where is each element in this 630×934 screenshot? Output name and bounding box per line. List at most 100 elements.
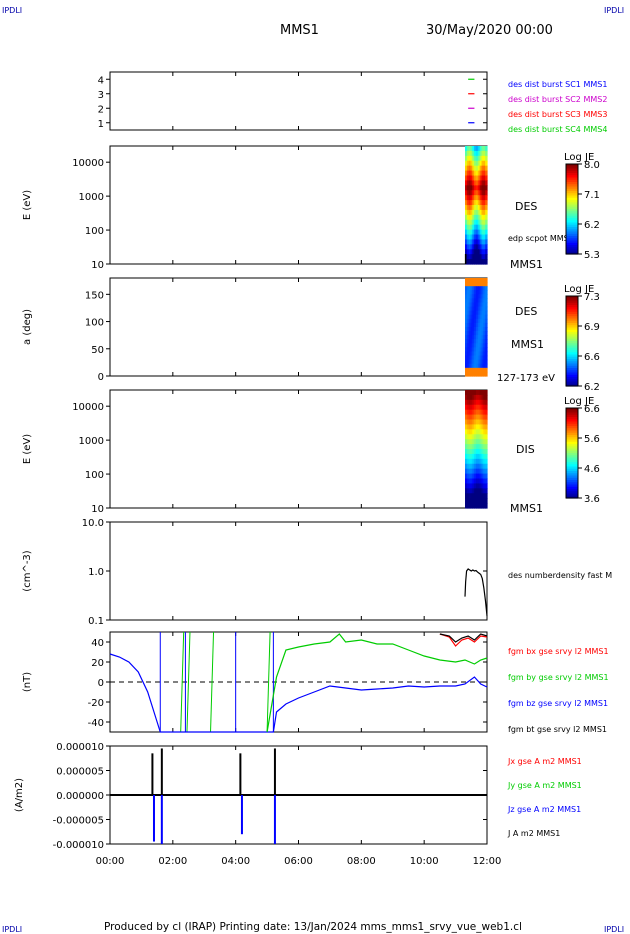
- des-pitch-colorbar-cell: [566, 329, 578, 333]
- des-pitch-colorbar-cell: [566, 352, 578, 356]
- des-pitch-colorbar-cell: [566, 307, 578, 311]
- des-energy-pixel: [481, 170, 484, 177]
- dis-energy-colorbar-cell: [566, 435, 578, 438]
- des-energy-pixel: [470, 155, 473, 162]
- dis-energy-pixel: [485, 390, 488, 396]
- dis-energy-pixel: [472, 503, 475, 509]
- des-energy-pixel: [483, 244, 486, 250]
- des-energy-pixel: [466, 180, 470, 186]
- des-pitch-pixel: [483, 278, 486, 283]
- des-pitch-pixel: [485, 327, 488, 332]
- des-pitch-pixel: [474, 355, 477, 361]
- dis-energy-colorbar-cell: [566, 444, 578, 447]
- des-pitch-pixel: [479, 327, 483, 332]
- des-energy-pixel: [468, 170, 472, 177]
- des-pitch-pixel: [465, 343, 468, 349]
- des-energy-pixel: [474, 155, 477, 162]
- des-energy-colorbar-title: Log JE: [564, 152, 594, 163]
- des-energy-pixel: [476, 175, 479, 182]
- des-energy-pixel: [470, 254, 473, 260]
- des-energy-pixel: [472, 224, 475, 231]
- des-pitch-pixel: [466, 367, 470, 373]
- des-pitch-pixel: [466, 322, 470, 328]
- des-pitch-pixel: [468, 302, 472, 308]
- des-energy-pixel: [465, 190, 468, 196]
- des-pitch-colorbar-cell: [566, 323, 578, 326]
- des-energy-pixel: [483, 259, 486, 265]
- dis-energy-pixel: [479, 468, 483, 475]
- des-energy-pixel: [483, 146, 486, 152]
- des-pitch-pixel: [477, 327, 481, 332]
- des-pitch-pixel: [479, 314, 483, 320]
- des-pitch-pixel: [468, 347, 472, 353]
- des-energy-pixel: [466, 160, 470, 167]
- des-energy-pixel: [483, 205, 486, 211]
- dis-energy-colorbar-cell: [566, 491, 578, 495]
- des-energy-pixel: [470, 146, 473, 152]
- des-energy-pixel: [483, 155, 486, 162]
- des-energy-colorbar-cell: [566, 213, 578, 217]
- des-energy-colorbar-cell: [566, 177, 578, 181]
- dis-energy-pixel: [477, 468, 481, 475]
- des-energy-pixel: [479, 224, 483, 231]
- des-pitch-pixel: [481, 359, 484, 365]
- dis-energy-pixel: [481, 399, 484, 406]
- des-pitch-pixel: [476, 347, 479, 353]
- dis-energy-pixel: [472, 473, 475, 480]
- des-pitch-pixel: [470, 335, 473, 340]
- dis-energy-pixel: [485, 429, 488, 435]
- dis-energy-pixel: [465, 498, 468, 504]
- des-energy-pixel: [466, 200, 470, 206]
- des-pitch-colorbar-cell: [566, 334, 578, 338]
- des-pitch-pixel: [474, 278, 477, 283]
- current-legend-entry: Jz gse A m2 MMS1: [507, 805, 581, 814]
- dis-energy-pixel: [483, 429, 486, 435]
- des-energy-pixel: [474, 224, 477, 231]
- des-energy-pixel: [468, 146, 472, 152]
- des-pitch-pixel: [477, 318, 481, 324]
- des-pitch-colorbar-cell: [566, 325, 578, 329]
- des-energy-pixel: [485, 214, 488, 221]
- des-energy-colorbar-cell: [566, 197, 578, 201]
- des-energy-pixel: [485, 170, 488, 177]
- dis-energy-pixel: [474, 478, 477, 485]
- dis-energy-pixel: [476, 458, 479, 465]
- dis-energy-pixel: [479, 409, 483, 416]
- des-pitch-pixel: [470, 282, 473, 287]
- des-energy-pixel: [468, 234, 472, 241]
- dis-energy-pixel: [485, 498, 488, 504]
- des-energy-pixel: [477, 244, 481, 250]
- dis-energy-pixel: [479, 449, 483, 455]
- des-energy-pixel: [470, 150, 473, 157]
- dis-energy-pixel: [466, 449, 470, 455]
- des-energy-pixel: [481, 259, 484, 265]
- time-tick-label: 12:00: [473, 856, 502, 867]
- dis-energy-pixel: [485, 444, 488, 450]
- dis-energy-pixel: [483, 414, 486, 421]
- des-energy-pixel: [477, 160, 481, 167]
- des-energy-ytick-label: 10000: [72, 158, 104, 169]
- dis-energy-pixel: [474, 458, 477, 465]
- des-energy-pixel: [476, 234, 479, 241]
- dis-energy-pixel: [477, 458, 481, 465]
- des-energy-pixel: [481, 200, 484, 206]
- dis-energy-pixel: [483, 444, 486, 450]
- des-energy-colorbar-cell: [566, 211, 578, 215]
- availability-legend-entry: des dist burst SC2 MMS2: [508, 95, 607, 104]
- des-pitch-pixel: [479, 371, 483, 377]
- des-energy-pixel: [479, 200, 483, 206]
- des-energy-pixel: [465, 165, 468, 172]
- des-pitch-pixel: [481, 310, 484, 316]
- des-energy-species-label: DES: [515, 200, 537, 213]
- des-pitch-pixel: [485, 371, 488, 377]
- density-ytick-label: 1.0: [88, 567, 104, 578]
- des-energy-pixel: [474, 170, 477, 177]
- dis-energy-colorbar-cell: [566, 482, 578, 486]
- des-pitch-pixel: [470, 359, 473, 365]
- des-energy-pixel: [468, 224, 472, 231]
- des-energy-pixel: [468, 229, 472, 236]
- des-pitch-colorbar-cell: [566, 345, 578, 349]
- dis-energy-colorbar-cell: [566, 486, 578, 490]
- des-energy-pixel: [468, 150, 472, 157]
- des-pitch-pixel: [466, 347, 470, 353]
